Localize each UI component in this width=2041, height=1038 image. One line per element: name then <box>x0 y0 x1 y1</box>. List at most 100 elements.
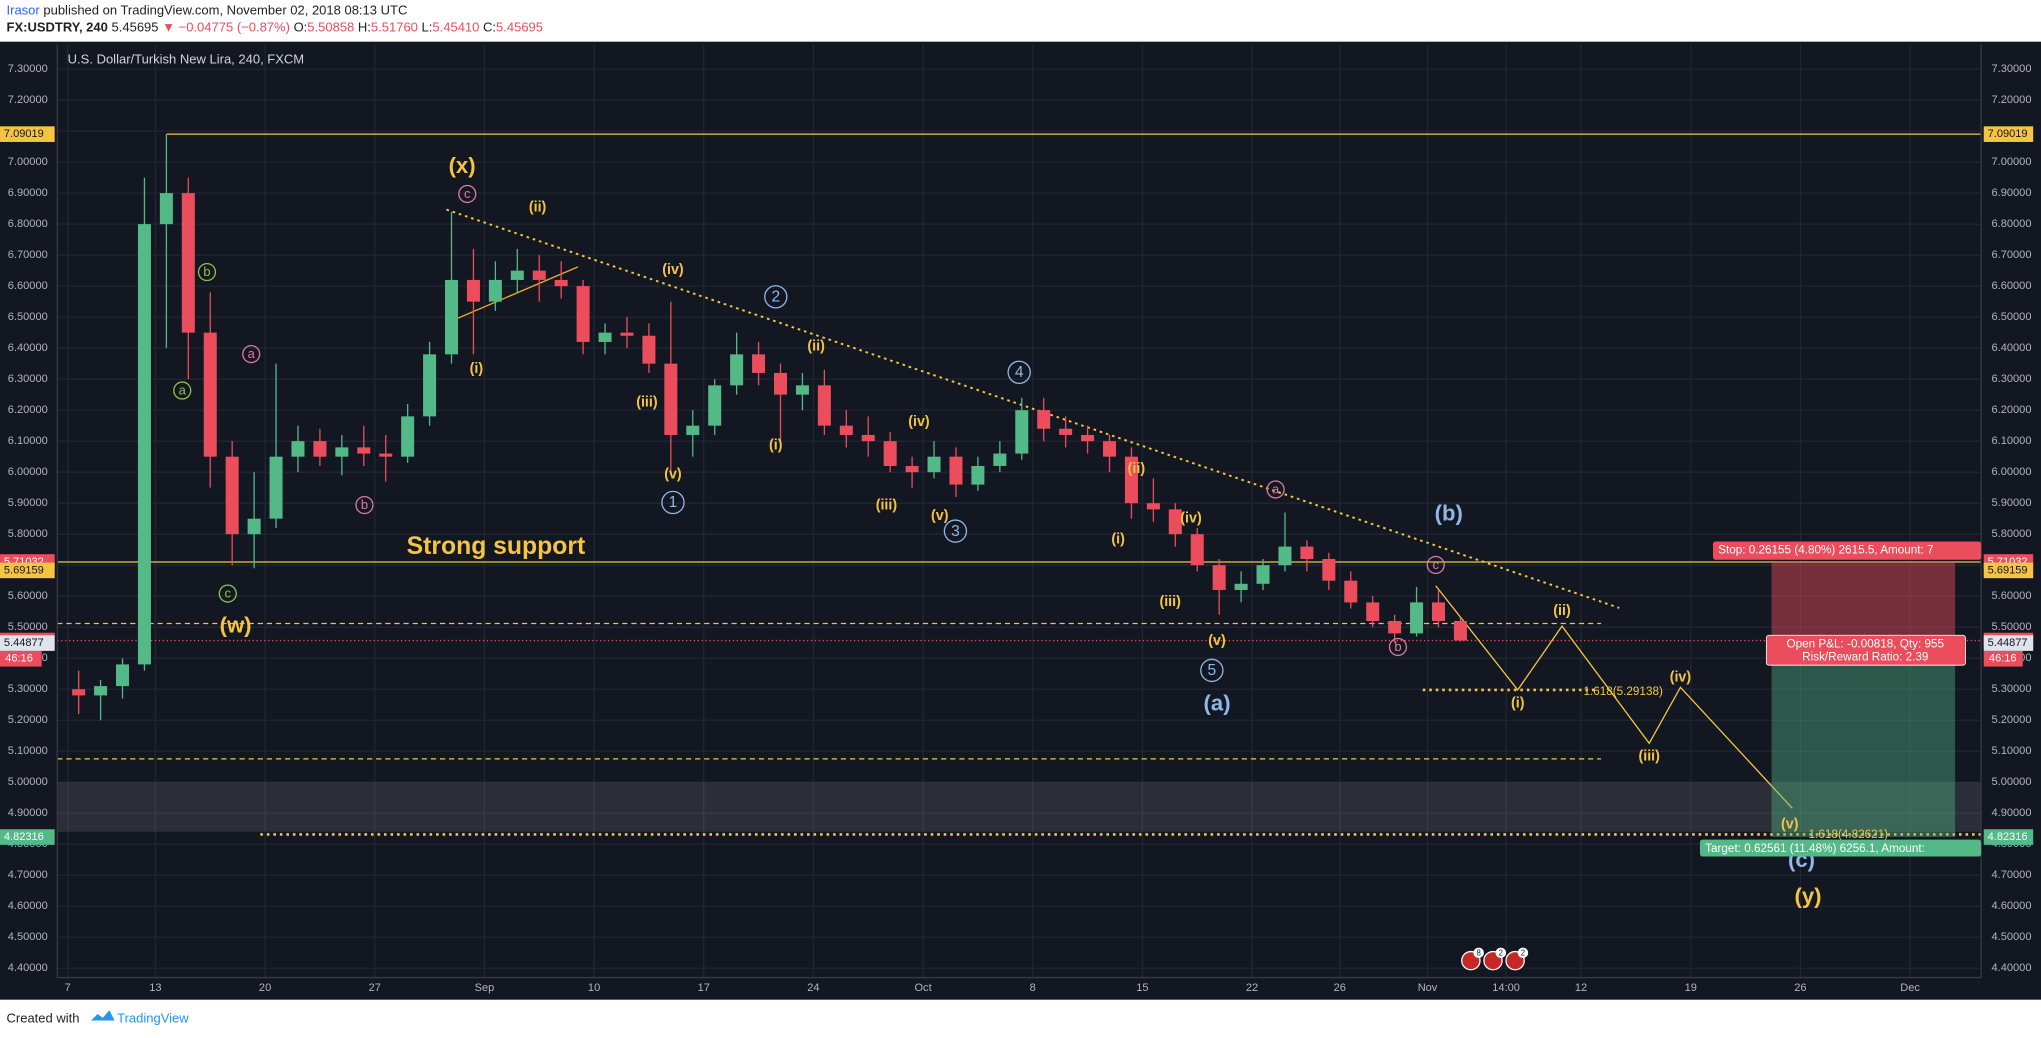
wave-label: (iii) <box>1159 594 1181 610</box>
y-tick-label: 7.30000 <box>8 63 48 75</box>
wave-label: 2 <box>771 289 780 306</box>
candle-body <box>510 270 524 280</box>
wave-circle <box>661 490 685 515</box>
price-tag <box>0 829 55 845</box>
y-tick-label-right: 6.50000 <box>1992 311 2032 323</box>
wave-label: (y) <box>1794 883 1821 908</box>
y-tick-label-right: 6.90000 <box>1992 187 2032 199</box>
candle-body <box>1102 441 1117 457</box>
x-tick-label: Dec <box>1900 982 1920 994</box>
trendline <box>446 208 1620 609</box>
wave-label: 1 <box>669 494 678 511</box>
wave-circle <box>218 584 237 603</box>
countdown-box <box>1983 650 2023 667</box>
candle-body <box>357 447 371 454</box>
x-tick-label: 14:00 <box>1492 982 1520 994</box>
price-tag <box>1983 635 2034 651</box>
x-tick-label: Oct <box>914 982 931 994</box>
y-tick-label: 6.10000 <box>8 435 48 447</box>
price-tag <box>1983 126 2034 142</box>
x-tick-label: 20 <box>259 982 271 994</box>
wave-label: 3 <box>951 523 960 540</box>
event-count: 2 <box>1521 949 1525 958</box>
candle-body <box>1081 434 1095 442</box>
wave-label: a <box>179 383 187 398</box>
wave-circle <box>943 519 968 543</box>
price-tag-label: 4.82316 <box>1988 831 2028 843</box>
candle-body <box>379 453 393 457</box>
event-count: 8 <box>1477 949 1481 958</box>
stop-zone <box>1771 561 1956 641</box>
wave-circle <box>764 285 788 309</box>
event-badge <box>1517 947 1529 959</box>
wave-label: (iii) <box>1638 749 1660 765</box>
wave-circle <box>1426 555 1445 575</box>
candle-body <box>730 354 744 386</box>
y-tick-label: 5.20000 <box>8 714 48 726</box>
price-tag-label: 7.09019 <box>4 128 44 140</box>
y-tick-label-right: 7.00000 <box>1992 156 2032 168</box>
candle-body <box>291 441 305 457</box>
ohlc-h: H: <box>358 20 371 35</box>
candle-body <box>1388 621 1402 634</box>
y-tick-label-right: 6.60000 <box>1992 280 2032 292</box>
candle-body <box>445 279 459 355</box>
candle-body <box>1453 621 1467 641</box>
y-tick-label: 7.00000 <box>8 156 48 168</box>
wave-label: (v) <box>931 508 949 524</box>
x-tick-label: 17 <box>698 982 710 994</box>
candle-body <box>554 279 568 287</box>
candle-body <box>839 425 853 435</box>
candle-body <box>1146 503 1160 510</box>
candle-body <box>949 456 963 485</box>
published: published on TradingView.com, November 0… <box>43 3 407 18</box>
event-badge <box>1473 947 1484 959</box>
wave-label: (iii) <box>636 395 658 411</box>
candle-body <box>401 416 415 457</box>
price-tag <box>1983 829 2034 845</box>
y-tick-label-right: 5.20000 <box>1992 714 2032 726</box>
y-tick-label: 5.80000 <box>8 528 48 540</box>
candle-body <box>1168 509 1182 535</box>
candle-body <box>883 441 897 466</box>
ohlc-h-val: 5.51760 <box>371 20 418 35</box>
ohlc-o: O: <box>294 20 308 35</box>
wave-label: (i) <box>1511 695 1525 711</box>
x-tick-label: 13 <box>149 982 161 994</box>
candle-body <box>1256 565 1270 584</box>
wave-label: (v) <box>1781 816 1799 832</box>
y-tick-label: 6.80000 <box>8 218 48 230</box>
y-tick-label-right: 6.20000 <box>1992 404 2032 416</box>
wave-label: a <box>1272 482 1280 497</box>
x-tick-label: 26 <box>1794 982 1806 994</box>
y-tick-label: 6.00000 <box>8 466 48 478</box>
candle-body <box>642 335 656 364</box>
y-tick-label: 5.60000 <box>8 590 48 602</box>
wave-circle <box>1266 480 1285 499</box>
event-count: 2 <box>1499 949 1503 958</box>
y-tick-label: 4.90000 <box>8 807 48 819</box>
target-zone <box>1771 640 1956 838</box>
candle-body <box>1124 456 1138 504</box>
footer-brand: TradingView <box>117 1011 189 1026</box>
y-tick-label: 4.60000 <box>8 900 48 912</box>
y-tick-label-right: 6.30000 <box>1992 373 2032 385</box>
y-tick-label-right: 4.90000 <box>1992 807 2032 819</box>
y-tick-label: 6.50000 <box>8 311 48 323</box>
wave-label: c <box>1432 557 1439 572</box>
candle-body <box>993 453 1007 466</box>
y-tick-label: 7.20000 <box>8 94 48 106</box>
candle-body <box>532 270 546 280</box>
stop-box <box>1712 541 1982 560</box>
x-tick-label: 7 <box>65 982 71 994</box>
candle-body <box>1278 546 1292 566</box>
x-tick-label: 26 <box>1334 982 1346 994</box>
price-tag <box>0 126 55 142</box>
y-tick-label-right: 7.20000 <box>1992 94 2032 106</box>
chart-bg <box>0 41 2041 1000</box>
y-tick-label: 6.60000 <box>8 280 48 292</box>
candle-body <box>1410 602 1424 634</box>
candle-body <box>423 354 437 417</box>
